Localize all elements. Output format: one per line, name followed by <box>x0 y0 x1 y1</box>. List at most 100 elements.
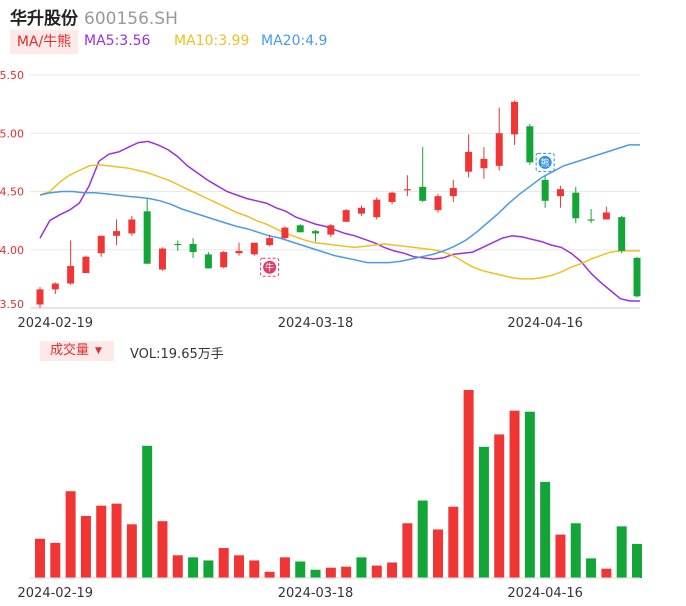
ma-line-ma5 <box>39 140 640 302</box>
volume-bar <box>371 565 382 578</box>
volume-indicator-selector[interactable]: 成交量 ▼ <box>40 341 114 361</box>
candle-body <box>281 227 289 239</box>
candle-body <box>113 231 121 236</box>
candle-body <box>36 289 44 305</box>
bear-marker-icon: 熊 <box>535 152 555 172</box>
candle <box>296 224 304 233</box>
candle-body <box>357 207 365 214</box>
volume-bar <box>279 557 290 578</box>
candle <box>327 224 335 237</box>
candle <box>556 185 564 208</box>
candle <box>526 123 534 165</box>
candle <box>235 242 243 256</box>
volume-bar <box>234 555 244 578</box>
volume-bar <box>111 503 122 578</box>
candle-body <box>51 283 59 290</box>
volume-bar <box>540 481 551 578</box>
volume-bar <box>310 569 321 578</box>
volume-bar <box>616 526 627 578</box>
marker-frame <box>260 257 280 277</box>
candle-body <box>342 210 350 222</box>
ma-line-ma10 <box>39 163 640 280</box>
candle <box>220 250 228 269</box>
marker-frame <box>535 152 555 172</box>
candle-body <box>556 189 564 197</box>
caret-down-icon: ▼ <box>95 346 102 356</box>
volume-bar <box>96 505 107 578</box>
volume-value: VOL:19.65万手 <box>130 347 224 362</box>
volume-bar <box>494 434 505 578</box>
candle-body <box>296 225 304 233</box>
x-tick-label: 2024-03-18 <box>278 316 354 331</box>
ma-line-ma20 <box>39 144 640 264</box>
volume-bar <box>325 567 336 578</box>
volume-bar <box>555 534 566 578</box>
candle <box>67 240 75 285</box>
candle <box>541 176 549 208</box>
volume-bar <box>295 561 306 578</box>
volume-bar <box>601 568 612 578</box>
candle-body <box>82 256 90 274</box>
candle-body <box>449 188 457 197</box>
volume-bar <box>387 562 398 578</box>
candle-body <box>158 248 166 270</box>
candle <box>587 208 595 223</box>
volume-bar <box>218 548 229 578</box>
volume-bar <box>341 566 352 578</box>
ma5-legend: MA5:3.56 <box>84 33 151 49</box>
volume-bar <box>50 542 61 578</box>
volume-bar <box>126 524 137 578</box>
candle <box>204 252 212 269</box>
stock-code: 600156.SH <box>84 9 178 29</box>
candle-body <box>587 219 595 221</box>
candle-body <box>434 196 442 211</box>
marker-badge <box>263 260 277 274</box>
y-tick-label: 5.50 <box>0 69 24 82</box>
volume-bar <box>402 523 413 578</box>
candle <box>312 229 320 242</box>
candle <box>158 247 166 271</box>
ma-indicator-selector[interactable]: MA/牛熊 <box>10 30 78 54</box>
candle <box>434 193 442 213</box>
y-tick-label: 4.00 <box>0 244 24 257</box>
volume-bar <box>448 506 459 578</box>
volume-bar <box>356 557 367 578</box>
candle <box>373 197 381 220</box>
volume-bar <box>35 538 45 578</box>
volume-bar <box>142 445 153 578</box>
candle <box>480 147 488 179</box>
candle <box>143 198 151 264</box>
candle <box>281 226 289 240</box>
candle <box>97 235 105 257</box>
candle-body <box>480 158 488 169</box>
candle-body <box>327 225 335 235</box>
candle-body <box>143 211 151 264</box>
candle-body <box>633 257 641 297</box>
volume-bar <box>65 491 76 578</box>
volume-bar <box>463 390 474 578</box>
stock-name: 华升股份 <box>10 9 78 29</box>
y-tick-label: 4.50 <box>0 186 24 199</box>
candle-body <box>572 192 580 219</box>
marker-label: 熊 <box>541 157 550 169</box>
candle-body <box>419 186 427 201</box>
candle <box>495 107 503 171</box>
volume-bar <box>509 410 520 578</box>
candle <box>449 179 457 202</box>
candle <box>602 206 610 220</box>
candle-body <box>235 250 243 254</box>
candle-body <box>128 219 136 234</box>
candle-body <box>465 151 473 172</box>
volume-bar <box>157 521 168 578</box>
candle-body <box>618 217 626 251</box>
candle <box>419 147 427 202</box>
candle-body <box>250 242 258 255</box>
candle-body <box>97 235 105 254</box>
volume-bar <box>172 555 183 578</box>
volume-tag-label: 成交量 <box>50 343 90 358</box>
volume-bar <box>417 500 428 578</box>
candle-body <box>526 126 534 163</box>
candle <box>266 234 274 247</box>
candle-body <box>541 179 549 201</box>
